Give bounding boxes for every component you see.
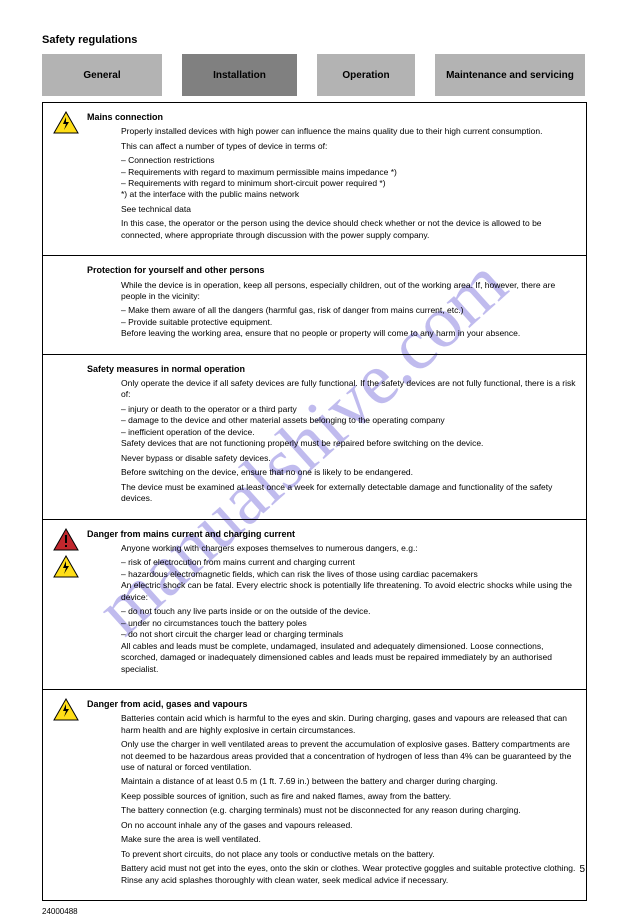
content-table: Mains connection Properly installed devic… — [42, 102, 587, 901]
paragraph: Only use the charger in well ventilated … — [121, 739, 576, 773]
warning-electric-icon — [53, 111, 79, 134]
row-body: Properly installed devices with high pow… — [87, 126, 576, 241]
row-body: While the device is in operation, keep a… — [87, 280, 576, 340]
paragraph: Keep possible sources of ignition, such … — [121, 791, 576, 802]
paragraph: Batteries contain acid which is harmful … — [121, 713, 576, 736]
content-row: Safety measures in normal operation Only … — [43, 354, 586, 519]
warning-danger-icon — [53, 528, 79, 551]
tab-operation[interactable]: Operation — [317, 54, 415, 96]
list-item: risk of electrocution from mains current… — [121, 557, 576, 568]
row-body: Only operate the device if all safety de… — [87, 378, 576, 505]
warning-electric-icon — [53, 555, 79, 578]
page-number: 5 — [579, 864, 585, 875]
paragraph: Properly installed devices with high pow… — [121, 126, 576, 137]
bullet-list: do not touch any live parts inside or on… — [121, 606, 576, 640]
paragraph: The battery connection (e.g. charging te… — [121, 805, 576, 816]
footer-left: 24000488 — [42, 907, 78, 916]
paragraph: All cables and leads must be complete, u… — [121, 641, 576, 675]
row-body: Batteries contain acid which is harmful … — [87, 713, 576, 886]
list-item: Requirements with regard to minimum shor… — [121, 178, 576, 189]
row-title: Safety measures in normal operation — [87, 363, 576, 375]
list-item: Make them aware of all the dangers (harm… — [121, 305, 576, 316]
paragraph: In this case, the operator or the person… — [121, 218, 576, 241]
row-title: Danger from acid, gases and vapours — [87, 698, 576, 710]
paragraph: Before leaving the working area, ensure … — [121, 328, 576, 339]
paragraph: Anyone working with chargers exposes the… — [121, 543, 576, 554]
paragraph: While the device is in operation, keep a… — [121, 280, 576, 303]
paragraph: The device must be examined at least onc… — [121, 482, 576, 505]
tab-general[interactable]: General — [42, 54, 162, 96]
row-header: Danger from acid, gases and vapours Batte… — [53, 698, 576, 889]
warning-electric-icon — [53, 698, 79, 721]
paragraph: Safety devices that are not functioning … — [121, 438, 576, 449]
row-header: Protection for yourself and other person… — [53, 264, 576, 342]
tab-installation[interactable]: Installation — [182, 54, 297, 96]
list-item: hazardous electromagnetic fields, which … — [121, 569, 576, 580]
list-item: Connection restrictions — [121, 155, 576, 166]
section-heading: Safety regulations — [42, 34, 587, 46]
paragraph: See technical data — [121, 204, 576, 215]
paragraph: Only operate the device if all safety de… — [121, 378, 576, 401]
row-title: Mains connection — [87, 111, 576, 123]
paragraph: *) at the interface with the public main… — [121, 189, 576, 200]
page: manualshive.com Safety regulations Gener… — [0, 0, 629, 893]
content-row: Danger from mains current and charging c… — [43, 519, 586, 689]
row-header: Safety measures in normal operation Only … — [53, 363, 576, 508]
paragraph: To prevent short circuits, do not place … — [121, 849, 576, 860]
content-row: Danger from acid, gases and vapours Batte… — [43, 689, 586, 900]
paragraph: This can affect a number of types of dev… — [121, 141, 576, 152]
list-item: Requirements with regard to maximum perm… — [121, 167, 576, 178]
bullet-list: Connection restrictionsRequirements with… — [121, 155, 576, 189]
row-header: Mains connection Properly installed devic… — [53, 111, 576, 244]
row-header: Danger from mains current and charging c… — [53, 528, 576, 678]
list-item: under no circumstances touch the battery… — [121, 618, 576, 629]
bullet-list: risk of electrocution from mains current… — [121, 557, 576, 580]
list-item: damage to the device and other material … — [121, 415, 576, 426]
content-row: Protection for yourself and other person… — [43, 255, 586, 353]
row-body: Anyone working with chargers exposes the… — [87, 543, 576, 675]
row-title: Protection for yourself and other person… — [87, 264, 576, 276]
paragraph: On no account inhale any of the gases an… — [121, 820, 576, 831]
paragraph: Battery acid must not get into the eyes,… — [121, 863, 576, 886]
paragraph: Never bypass or disable safety devices. — [121, 453, 576, 464]
paragraph: Maintain a distance of at least 0.5 m (1… — [121, 776, 576, 787]
content-row: Mains connection Properly installed devic… — [43, 102, 586, 255]
bullet-list: injury or death to the operator or a thi… — [121, 404, 576, 438]
row-title: Danger from mains current and charging c… — [87, 528, 576, 540]
tab-bar: General Installation Operation Maintenance … — [42, 54, 587, 96]
list-item: Provide suitable protective equipment. — [121, 317, 576, 328]
paragraph: Make sure the area is well ventilated. — [121, 834, 576, 845]
list-item: injury or death to the operator or a thi… — [121, 404, 576, 415]
tab-maintenance-and-servicing[interactable]: Maintenance and servicing — [435, 54, 585, 96]
bullet-list: Make them aware of all the dangers (harm… — [121, 305, 576, 328]
list-item: do not touch any live parts inside or on… — [121, 606, 576, 617]
list-item: do not short circuit the charger lead or… — [121, 629, 576, 640]
paragraph: Before switching on the device, ensure t… — [121, 467, 576, 478]
list-item: inefficient operation of the device. — [121, 427, 576, 438]
paragraph: An electric shock can be fatal. Every el… — [121, 580, 576, 603]
footer: 24000488 — [42, 907, 587, 916]
